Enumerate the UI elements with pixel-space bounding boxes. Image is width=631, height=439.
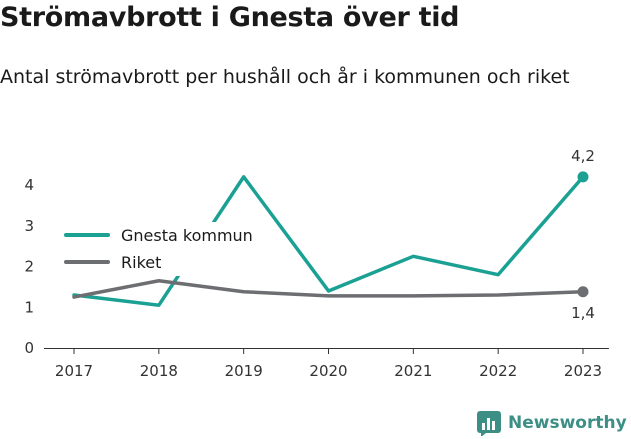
end-value-label: 1,4 (571, 304, 595, 322)
x-tick-label: 2019 (225, 362, 263, 380)
newsworthy-logo-icon (477, 411, 501, 436)
series-lines (72, 171, 589, 307)
chart-title: Strömavbrott i Gnesta över tid (0, 2, 460, 33)
end-point-0 (577, 171, 589, 183)
legend-label: Gnesta kommun (121, 226, 253, 245)
x-axis: 2017 2018 2019 2020 2021 2022 2023 (44, 348, 609, 380)
end-labels: 4,2 1,4 (571, 147, 595, 322)
y-tick-label: 2 (24, 258, 34, 276)
x-tick-label: 2022 (479, 362, 517, 380)
brand-name: Newsworthy (508, 413, 627, 433)
x-tick-label: 2020 (309, 362, 347, 380)
x-tick-label: 2018 (140, 362, 178, 380)
brand: Newsworthy (476, 408, 627, 438)
x-tick-label: 2017 (55, 362, 93, 380)
end-point-1 (577, 286, 589, 298)
legend-background (60, 222, 272, 276)
series-line-1 (72, 279, 585, 299)
end-value-label: 4,2 (571, 147, 595, 165)
y-axis: 0 1 2 3 4 (24, 176, 34, 357)
legend-label: Riket (121, 253, 161, 272)
y-tick-label: 4 (24, 176, 34, 194)
y-tick-label: 3 (24, 217, 34, 235)
x-tick-label: 2023 (564, 362, 602, 380)
chart-subtitle: Antal strömavbrott per hushåll och år i … (0, 66, 570, 88)
series-line-0 (72, 175, 585, 307)
legend: Gnesta kommun Riket (60, 222, 272, 276)
x-tick-label: 2021 (394, 362, 432, 380)
y-tick-label: 1 (24, 298, 34, 316)
y-tick-label: 0 (24, 339, 34, 357)
